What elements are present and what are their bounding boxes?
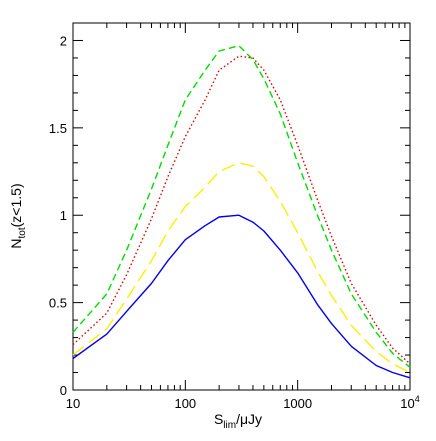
y-tick-label: 0 [60,383,67,398]
x-axis-title-rest: /μJy [236,411,262,427]
x-tick-label: 10 [66,396,80,411]
plot-frame [72,22,411,391]
x-tick-label: 104 [400,394,419,411]
ticks-layer [72,22,411,391]
y-axis-title-main: N [8,238,24,248]
y-axis-title: Ntot(z<1.5) [8,183,28,248]
x-axis-title-sub: lim [223,420,236,431]
x-axis-title-main: S [214,411,223,427]
plot-frame-layer [72,22,411,391]
y-tick-label: 2 [60,33,67,48]
y-tick-label: 1.5 [49,121,67,136]
y-tick-label: 0.5 [49,296,67,311]
x-tick-label: 1000 [283,396,312,411]
series-line-3-longdash [72,162,411,374]
series-line-4-solid [72,214,411,379]
series-line-1-dashed [72,45,411,368]
labels-layer: 10 100 1000 104 0 0.5 1 1.5 2 [49,33,420,411]
y-axis-title-sub: tot [17,227,28,238]
series-line-2-dotted [72,55,411,365]
y-axis-title-rest: (z<1.5) [8,183,24,227]
x-tick-label: 100 [174,396,196,411]
x-axis-title: Slim/μJy [214,411,262,431]
series-layer [72,45,411,379]
y-tick-label: 1 [60,208,67,223]
